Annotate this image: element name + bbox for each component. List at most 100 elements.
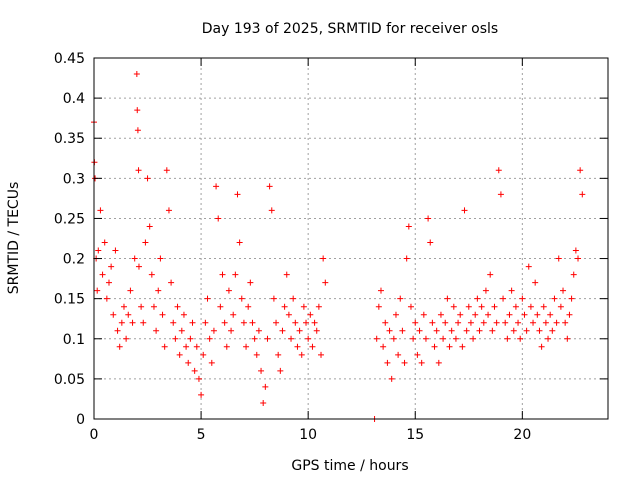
data-point [253,351,260,358]
data-point [446,343,453,350]
data-point [566,311,573,318]
data-point [251,335,258,342]
data-point [150,303,157,310]
data-point [457,311,464,318]
data-point [553,319,560,326]
data-point [138,303,145,310]
data-point [258,367,265,374]
data-point [493,319,500,326]
data-point [290,295,297,302]
data-point [285,311,292,318]
data-point [412,319,419,326]
y-tick-label: 0.45 [54,51,85,67]
data-point [523,327,530,334]
data-point [110,311,117,318]
data-point [532,279,539,286]
data-point [208,359,215,366]
data-point [570,271,577,278]
data-point [502,319,509,326]
data-point [279,327,286,334]
data-point [281,303,288,310]
data-point [540,303,547,310]
y-tick-label: 0.4 [63,91,85,107]
data-point [416,327,423,334]
data-point [183,343,190,350]
data-point [176,351,183,358]
data-point [129,319,136,326]
data-point [482,287,489,294]
data-point [219,271,226,278]
data-point [390,335,397,342]
x-axis-label: GPS time / hours [291,458,408,474]
data-point [215,215,222,222]
data-point [564,335,571,342]
data-point [125,311,132,318]
y-tick-label: 0.3 [63,171,85,187]
data-point [322,279,329,286]
y-tick-label: 0.2 [63,252,85,268]
data-point [283,271,290,278]
data-point [108,263,115,270]
x-tick-label: 10 [299,427,317,443]
data-point [112,247,119,254]
data-point [230,311,237,318]
y-tick-label: 0.05 [54,372,85,388]
data-point [427,239,434,246]
data-point [262,383,269,390]
data-point [575,255,582,262]
data-point [545,335,552,342]
grid-lines [94,58,608,419]
data-point [238,295,245,302]
data-point [163,167,170,174]
data-point [422,335,429,342]
data-point [500,295,507,302]
data-point [403,255,410,262]
y-tick-label: 0.15 [54,292,85,308]
data-point [232,271,239,278]
data-point [140,319,147,326]
data-point [292,319,299,326]
data-point [300,303,307,310]
data-point [579,191,586,198]
data-point [527,303,534,310]
data-point [264,335,271,342]
data-point [388,375,395,382]
data-point [240,319,247,326]
data-point [377,287,384,294]
data-point [135,263,142,270]
data-point [425,215,432,222]
data-point [549,327,556,334]
data-point [444,295,451,302]
data-point [495,167,502,174]
data-point [131,255,138,262]
data-point [442,319,449,326]
data-point [521,311,528,318]
data-point [266,183,273,190]
data-point [512,303,519,310]
y-tick-label: 0.25 [54,211,85,227]
data-point [538,343,545,350]
data-point [134,107,141,114]
data-point [309,343,316,350]
data-point [236,239,243,246]
data-point [485,311,492,318]
data-point [202,319,209,326]
data-point [414,351,421,358]
data-point [191,367,198,374]
data-point [243,343,250,350]
data-point [273,319,280,326]
data-point [247,279,254,286]
data-point [200,351,207,358]
data-point [275,351,282,358]
data-point [187,335,194,342]
data-point [375,303,382,310]
data-point [94,287,101,294]
data-point [407,303,414,310]
y-tick-label: 0 [76,412,85,428]
data-point [161,343,168,350]
data-point [303,319,310,326]
data-point [401,359,408,366]
data-point [497,191,504,198]
data-point [420,311,427,318]
data-point [105,279,112,286]
